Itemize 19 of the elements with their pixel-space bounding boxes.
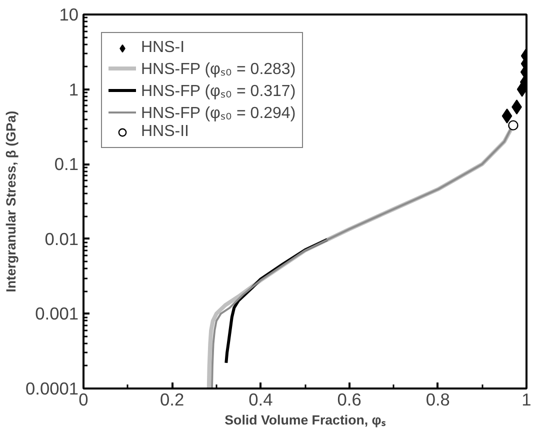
y-tick-label: 0.1: [54, 154, 79, 174]
x-axis-title: Solid Volume Fraction, φₛ: [224, 412, 386, 428]
legend-label: HNS-FP (φₛ₀ = 0.283): [141, 60, 296, 79]
x-tick-label: 0.6: [337, 390, 362, 410]
x-tick-label: 0.4: [248, 390, 274, 410]
y-tick-label: 10: [59, 4, 79, 24]
y-tick-label: 0.01: [44, 228, 79, 249]
x-tick-label: 0.8: [426, 390, 450, 410]
y-axis-title: Intergranular Stress, β (GPa): [4, 110, 18, 292]
y-tick-label: 0.001: [35, 304, 79, 324]
legend-label: HNS-FP (φₛ₀ = 0.317): [141, 82, 296, 101]
x-tick-label: 0.2: [160, 390, 184, 410]
legend-label: HNS-I: [141, 39, 185, 57]
legend-label: HNS-II: [141, 123, 189, 141]
legend-label: HNS-FP (φₛ₀ = 0.294): [141, 104, 296, 123]
x-tick-label: 0: [78, 390, 88, 410]
x-tick-label: 1: [522, 390, 532, 410]
y-tick-label: 0.0001: [26, 378, 78, 398]
y-tick-label: 1: [68, 79, 79, 100]
